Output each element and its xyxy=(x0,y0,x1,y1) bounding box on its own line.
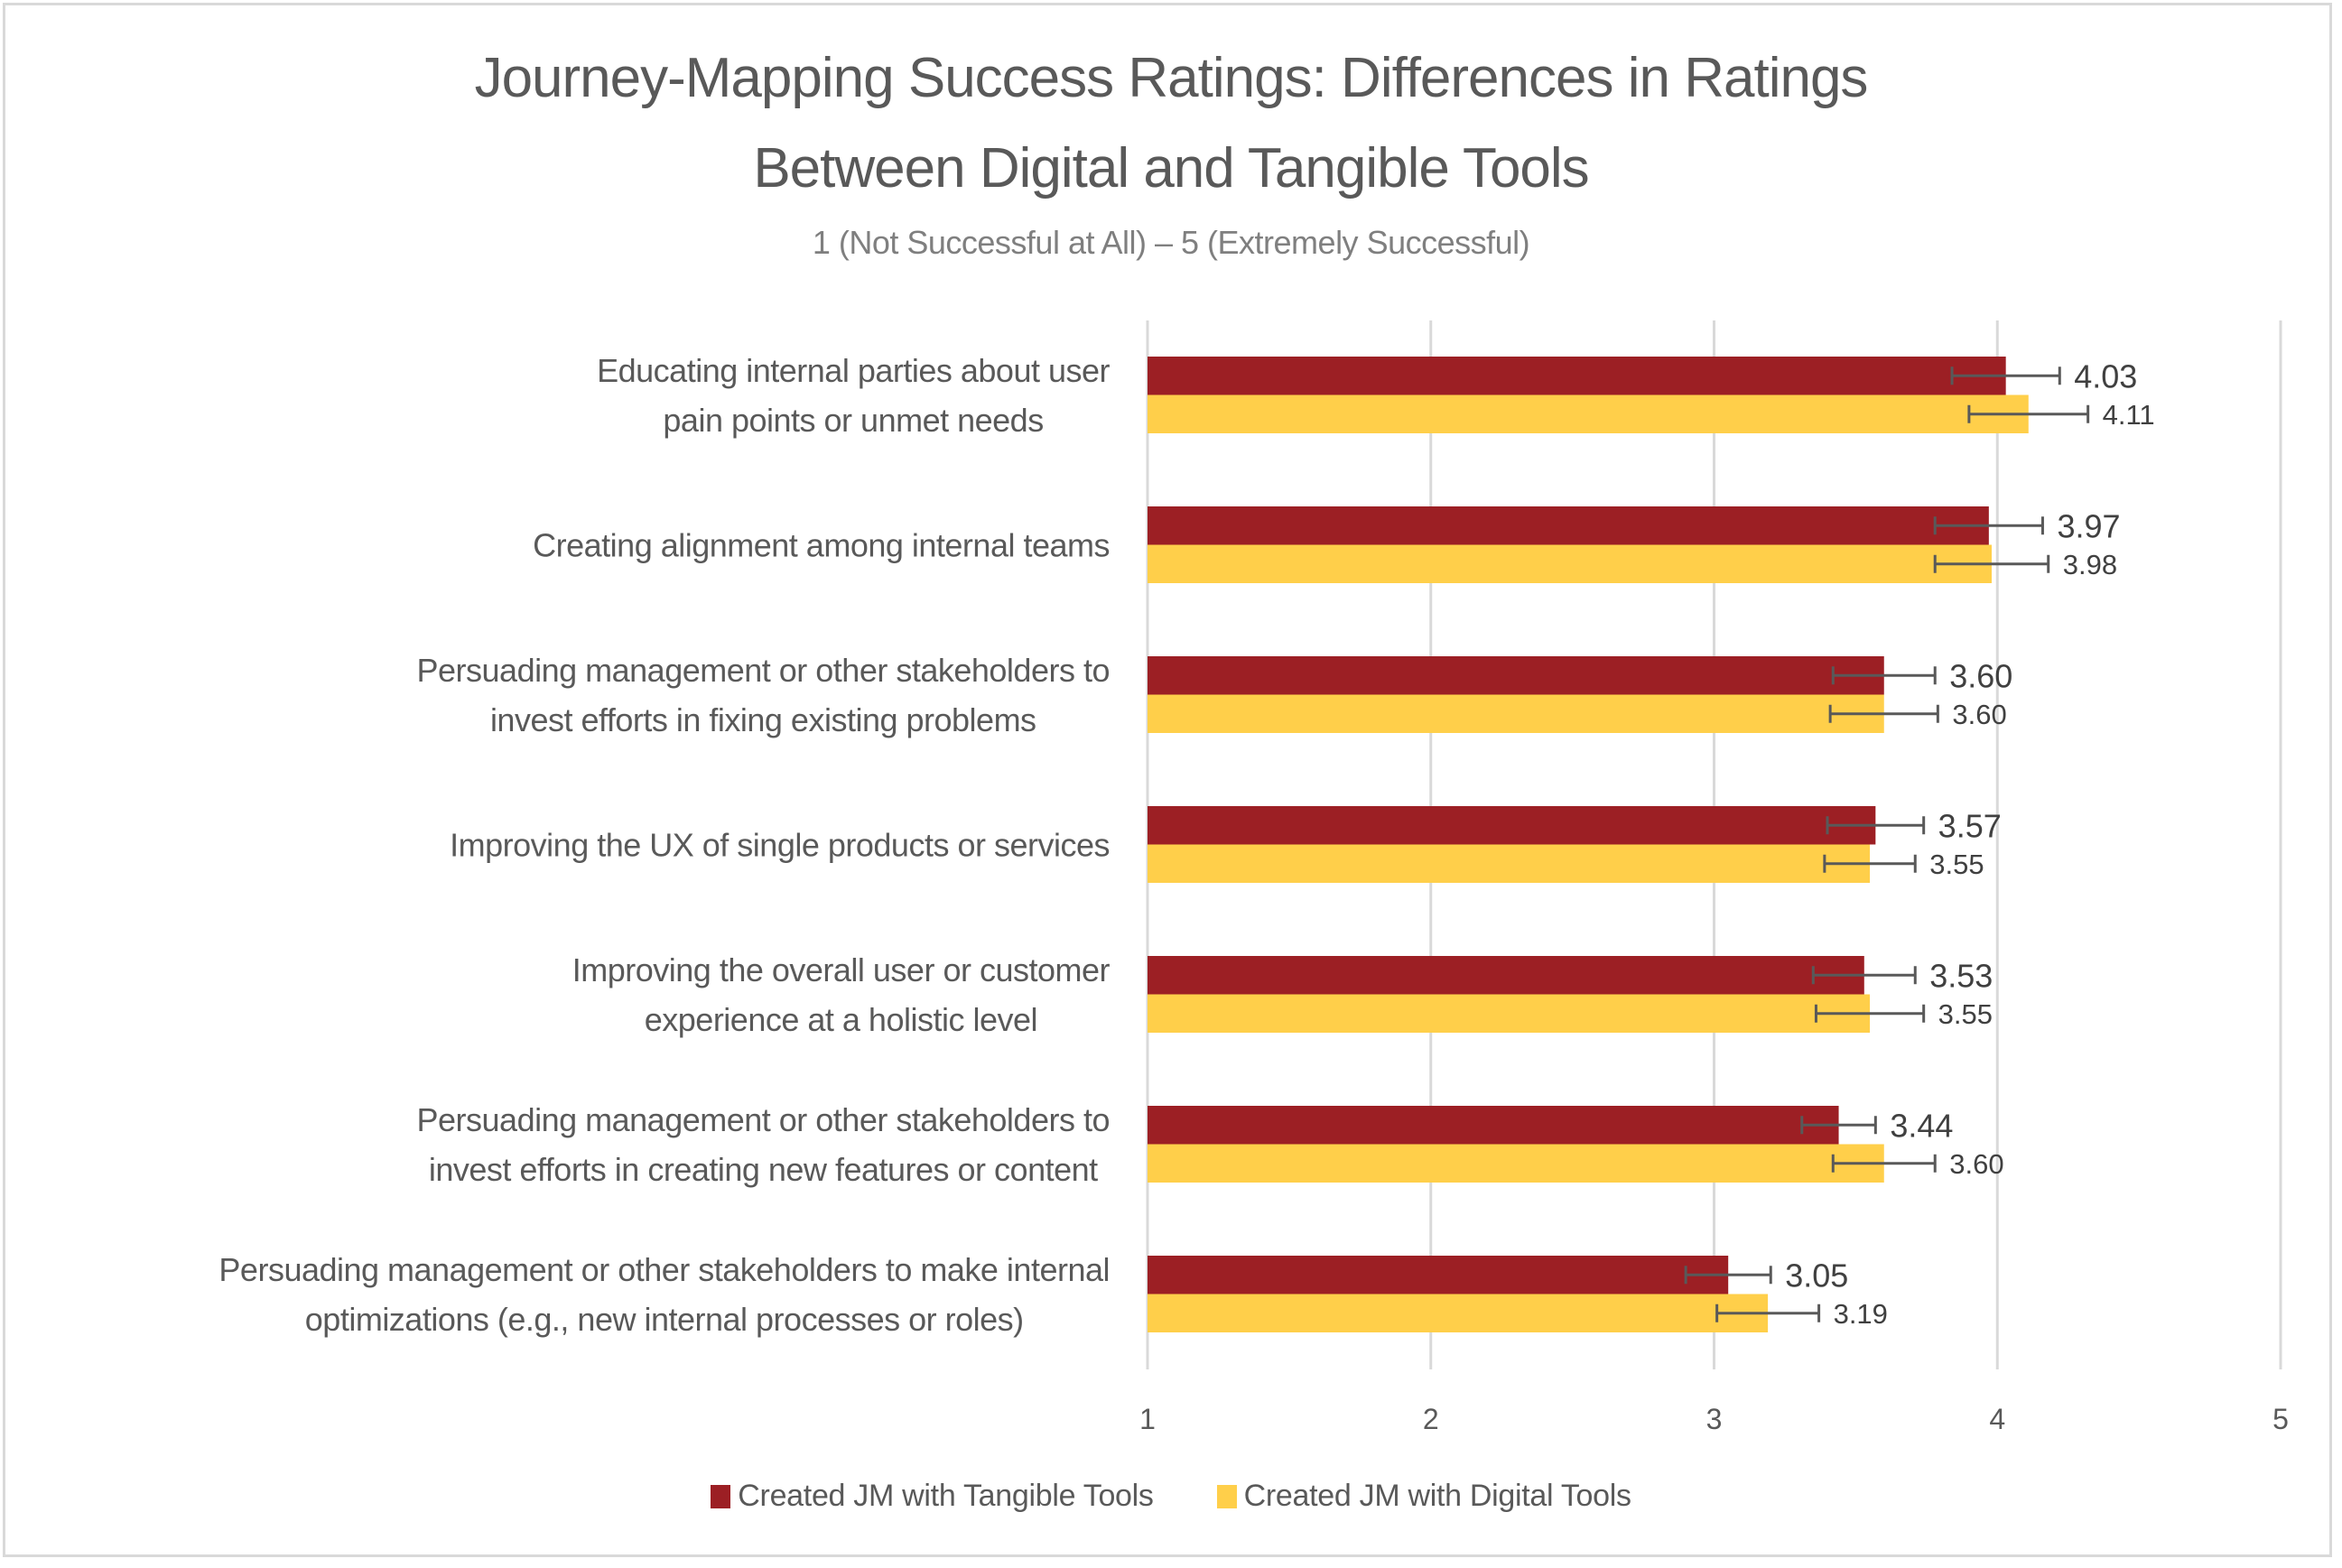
category-label-line: Persuading management or other stakehold… xyxy=(416,1100,1111,1138)
category-label-line: Educating internal parties about user xyxy=(597,351,1110,389)
category-label-line: pain points or unmet needs xyxy=(663,401,1044,439)
x-tick-label: 5 xyxy=(2272,1403,2289,1435)
category-label-3: Improving the UX of single products or s… xyxy=(450,820,1110,869)
category-label-1: Creating alignment among internal teams xyxy=(533,520,1110,570)
category-label-line: Improving the UX of single products or s… xyxy=(450,826,1110,863)
category-label-line: Persuading management or other stakehold… xyxy=(218,1250,1110,1288)
legend: Created JM with Tangible Tools Created J… xyxy=(0,1479,2342,1514)
category-label-line: invest efforts in creating new features … xyxy=(428,1150,1098,1188)
bar-digital-3 xyxy=(1148,844,1871,883)
legend-label-tangible: Created JM with Tangible Tools xyxy=(738,1479,1154,1513)
bar-digital-0 xyxy=(1148,394,2029,433)
bar-tangible-6 xyxy=(1148,1256,1729,1294)
bar-digital-4 xyxy=(1148,994,1871,1033)
legend-item-tangible[interactable]: Created JM with Tangible Tools xyxy=(711,1479,1154,1514)
category-label-line: Creating alignment among internal teams xyxy=(533,526,1110,563)
category-label-line: invest efforts in fixing existing proble… xyxy=(489,700,1036,738)
legend-label-digital: Created JM with Digital Tools xyxy=(1243,1479,1631,1513)
data-label-digital-1: 3.98 xyxy=(2063,549,2117,580)
bar-tangible-5 xyxy=(1148,1106,1839,1145)
bar-digital-1 xyxy=(1148,544,1992,583)
chart-subtitle: 1 (Not Successful at All) – 5 (Extremely… xyxy=(812,224,1530,261)
data-label-tangible-3: 3.57 xyxy=(1938,807,2002,844)
x-tick-label: 4 xyxy=(1989,1403,2005,1435)
x-tick-label: 3 xyxy=(1706,1403,1723,1435)
category-label-line: Improving the overall user or customer xyxy=(572,951,1111,988)
data-label-tangible-2: 3.60 xyxy=(1949,657,2012,694)
data-label-digital-4: 3.55 xyxy=(1938,998,1993,1030)
data-label-tangible-6: 3.05 xyxy=(1785,1257,1848,1294)
data-label-digital-0: 4.11 xyxy=(2103,399,2155,431)
x-tick-label: 1 xyxy=(1139,1403,1156,1435)
bar-digital-5 xyxy=(1148,1144,1884,1183)
bar-tangible-3 xyxy=(1148,806,1876,845)
chart-title-line-2: Between Digital and Tangible Tools xyxy=(753,137,1589,199)
category-label-2: Persuading management or other stakehold… xyxy=(416,645,1111,745)
bar-tangible-0 xyxy=(1148,357,2006,395)
bar-tangible-4 xyxy=(1148,956,1864,995)
bar-digital-2 xyxy=(1148,694,1884,733)
legend-item-digital[interactable]: Created JM with Digital Tools xyxy=(1216,1479,1631,1514)
data-label-digital-3: 3.55 xyxy=(1929,849,1984,880)
category-label-line: Persuading management or other stakehold… xyxy=(416,651,1111,689)
data-label-tangible-5: 3.44 xyxy=(1890,1107,1953,1144)
category-label-4: Improving the overall user or customer ex… xyxy=(572,945,1111,1044)
category-label-line: experience at a holistic level xyxy=(644,1000,1038,1038)
category-label-line: optimizations (e.g., new internal proces… xyxy=(304,1300,1024,1338)
bar-tangible-1 xyxy=(1148,506,1989,545)
data-label-tangible-1: 3.97 xyxy=(2057,507,2120,544)
data-label-tangible-4: 3.53 xyxy=(1929,957,1993,994)
legend-swatch-digital xyxy=(1216,1484,1237,1508)
category-label-5: Persuading management or other stakehold… xyxy=(416,1095,1111,1194)
category-label-0: Educating internal parties about user pai… xyxy=(597,346,1110,445)
bar-tangible-2 xyxy=(1148,656,1884,695)
bar-digital-6 xyxy=(1148,1294,1769,1332)
x-tick-label: 2 xyxy=(1423,1403,1439,1435)
data-label-digital-5: 3.60 xyxy=(1949,1148,2003,1180)
chart-title-line-1: Journey-Mapping Success Ratings: Differe… xyxy=(474,47,1869,109)
data-label-tangible-0: 4.03 xyxy=(2074,357,2137,394)
data-label-digital-6: 3.19 xyxy=(1834,1298,1888,1330)
category-label-6: Persuading management or other stakehold… xyxy=(218,1245,1110,1344)
data-label-digital-2: 3.60 xyxy=(1952,699,2006,730)
legend-swatch-tangible xyxy=(711,1484,731,1508)
